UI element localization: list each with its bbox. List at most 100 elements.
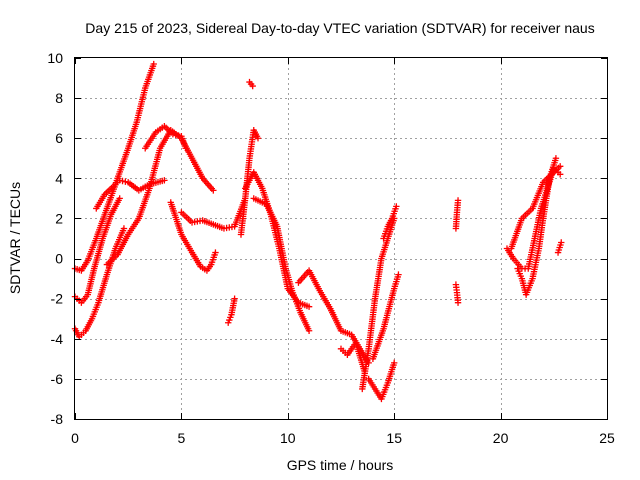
y-tick-label: -4 [51,331,64,347]
data-point-fill [107,213,114,220]
axis-ticks: 0 5 10 15 20 25 -8 -6 -4 -2 0 2 4 6 8 10 [47,50,615,446]
data-point-fill [379,327,386,335]
data-point-fill [206,263,213,270]
data-point-fill [552,157,559,164]
y-tick-label: 8 [55,90,63,106]
data-point-fill [304,325,312,332]
data-point-fill [272,221,280,228]
data-point-fill [227,314,234,321]
y-tick-label: 4 [55,170,63,186]
data-point-fill [253,133,261,140]
data-point-fill [521,265,529,272]
data-point-fill [159,177,166,185]
data-point-fill [454,296,461,304]
data-point-fill [383,225,391,233]
data-point-fill [172,131,179,139]
data-point-fill [230,297,238,305]
y-tick-label: 2 [55,210,63,226]
y-axis-label: SDTVAR / TECUs [7,182,23,294]
data-point-fill [90,267,97,274]
data-point-fill [98,237,106,244]
x-tick-label: 10 [280,430,296,446]
data-point-fill [122,178,129,185]
data-point-fill [247,80,255,88]
data-point-fill [528,277,535,285]
data-point-fill [539,181,546,188]
grid-lines [75,58,607,419]
data-point-fill [187,153,195,160]
data-point-fill [258,183,265,190]
data-point-fill [377,257,385,264]
data-point-fill [383,381,391,389]
plot-frame [74,57,608,420]
data-point-fill [87,317,95,324]
data-point-fill [123,233,131,240]
data-point-fill [325,303,333,310]
data-point-fill [167,129,175,136]
data-point-fill [296,307,303,314]
data-point-fill [80,329,87,336]
data-point-fill [119,227,127,234]
data-point-fill [94,301,101,309]
data-point-fill [346,330,353,338]
data-point-fill [207,220,215,227]
data-point-fill [102,207,110,214]
x-tick-label: 15 [386,430,402,446]
chart-title: Day 215 of 2023, Sidereal Day-to-day VTE… [85,20,594,36]
data-point-fill [390,287,397,295]
data-point-fill [387,217,395,224]
y-tick-label: 10 [47,50,63,66]
data-point-fill [108,184,115,192]
data-points [71,60,565,403]
data-point-fill [82,293,90,300]
data-point-fill [557,241,564,249]
data-point-fill [517,272,525,280]
data-point-fill [114,179,121,186]
data-point-fill [83,259,90,266]
data-point-fill [383,237,391,244]
data-point-fill [390,361,397,369]
data-point-fill [76,266,83,274]
data-point-fill [198,173,205,180]
data-point-fill [545,177,553,184]
data-point-fill [151,131,158,138]
data-point-fill [149,63,157,70]
data-point-fill [103,273,110,280]
x-tick-label: 5 [178,430,186,446]
data-point-fill [537,207,544,214]
x-tick-label: 20 [493,430,509,446]
data-point-fill [535,247,542,255]
data-point-fill [282,263,289,270]
y-tick-label: 0 [55,251,63,267]
data-point-fill [100,193,107,200]
data-point-fill [261,200,268,207]
data-point-fill [370,383,377,391]
y-tick-label: 6 [55,130,63,146]
data-point-fill [132,121,140,128]
data-point-fill [92,237,99,244]
y-tick-label: -8 [51,411,64,427]
data-point-fill [211,251,218,259]
data-point-fill [392,205,399,213]
data-point-fill [187,247,195,254]
data-point-fill [228,223,236,231]
data-point-fill [517,217,525,224]
y-tick-label: -6 [51,371,64,387]
data-point-fill [115,197,122,204]
data-point-fill [196,261,203,268]
data-point-fill [508,253,516,260]
x-axis-label: GPS time / hours [287,457,394,473]
data-point-fill [134,217,141,224]
data-point-fill [527,206,534,214]
data-point-fill [288,285,295,292]
data-point-fill [315,285,322,292]
data-point-fill [156,147,163,154]
data-point-fill [201,266,209,273]
data-point-fill [208,185,215,192]
y-tick-label: -2 [51,291,64,307]
data-point-fill [530,237,538,245]
data-point-fill [177,229,184,236]
data-point-fill [112,253,119,260]
data-point-fill [336,325,344,332]
